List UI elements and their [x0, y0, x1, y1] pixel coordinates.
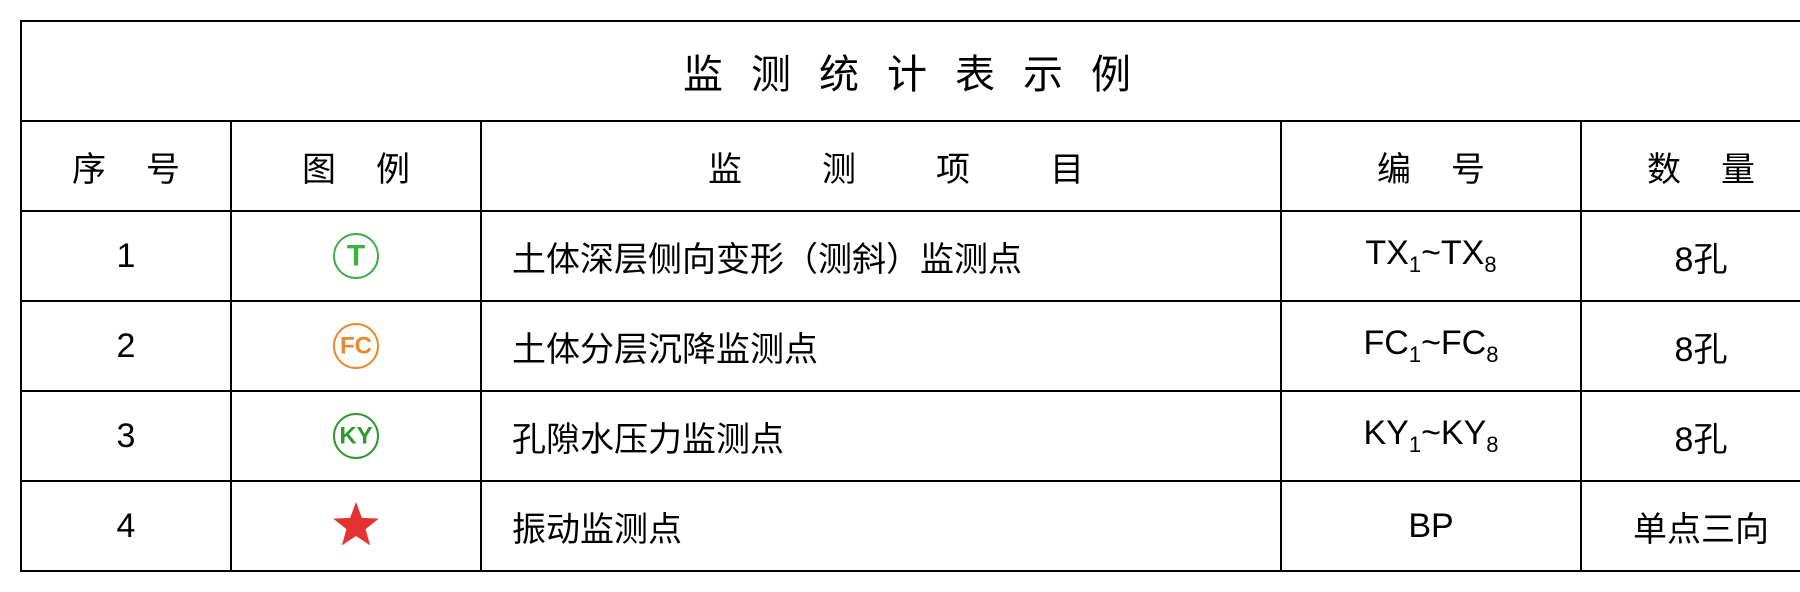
- table-title: 监测统计表示例: [21, 21, 1800, 121]
- table-row: 2 FC 土体分层沉降监测点FC1~FC88孔: [21, 301, 1800, 391]
- header-code: 编号: [1281, 121, 1581, 211]
- cell-legend: KY: [231, 391, 481, 481]
- cell-item: 振动监测点: [481, 481, 1281, 571]
- table-row: 1 T 土体深层侧向变形（测斜）监测点TX1~TX88孔: [21, 211, 1800, 301]
- cell-qty: 8孔: [1581, 301, 1800, 391]
- cell-item: 土体分层沉降监测点: [481, 301, 1281, 391]
- legend-star-icon: [328, 498, 384, 554]
- svg-text:KY: KY: [339, 423, 372, 450]
- cell-code: FC1~FC8: [1281, 301, 1581, 391]
- monitoring-statistics-table: 监测统计表示例 序号 图例 监测项目 编号 数量 1 T 土体深层侧向变形（测斜…: [20, 20, 1800, 572]
- legend-circle-fc-icon: FC: [328, 318, 384, 374]
- header-seq: 序号: [21, 121, 231, 211]
- header-qty: 数量: [1581, 121, 1800, 211]
- cell-legend: [231, 481, 481, 571]
- table-row: 3 KY 孔隙水压力监测点KY1~KY88孔: [21, 391, 1800, 481]
- cell-code: TX1~TX8: [1281, 211, 1581, 301]
- header-legend: 图例: [231, 121, 481, 211]
- legend-circle-ky-icon: KY: [328, 408, 384, 464]
- svg-text:T: T: [347, 240, 365, 273]
- cell-seq: 3: [21, 391, 231, 481]
- cell-legend: FC: [231, 301, 481, 391]
- cell-seq: 4: [21, 481, 231, 571]
- cell-seq: 2: [21, 301, 231, 391]
- legend-circle-t-icon: T: [328, 228, 384, 284]
- cell-code: BP: [1281, 481, 1581, 571]
- cell-qty: 8孔: [1581, 391, 1800, 481]
- cell-code: KY1~KY8: [1281, 391, 1581, 481]
- cell-seq: 1: [21, 211, 231, 301]
- cell-qty: 单点三向: [1581, 481, 1800, 571]
- cell-item: 土体深层侧向变形（测斜）监测点: [481, 211, 1281, 301]
- svg-text:FC: FC: [340, 333, 372, 360]
- cell-qty: 8孔: [1581, 211, 1800, 301]
- cell-legend: T: [231, 211, 481, 301]
- header-item: 监测项目: [481, 121, 1281, 211]
- cell-item: 孔隙水压力监测点: [481, 391, 1281, 481]
- table-row: 4 振动监测点BP单点三向: [21, 481, 1800, 571]
